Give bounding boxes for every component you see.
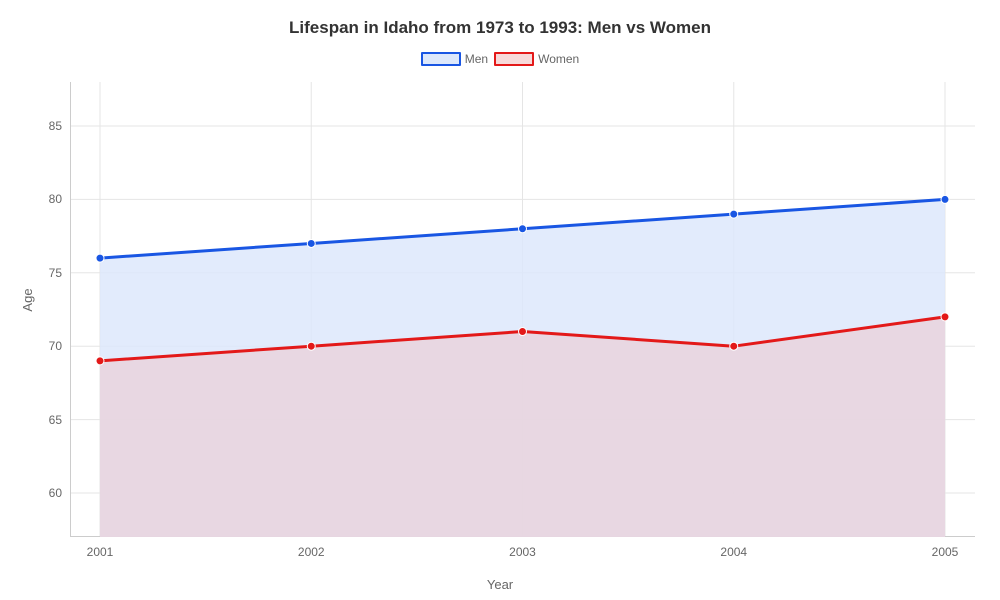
x-tick-label: 2003 [509, 545, 536, 559]
legend-swatch-women [494, 52, 534, 66]
legend: Men Women [0, 52, 1000, 66]
y-axis-label: Age [20, 288, 35, 311]
y-tick-label: 60 [26, 486, 62, 500]
legend-swatch-men [421, 52, 461, 66]
y-tick-label: 80 [26, 192, 62, 206]
chart-title: Lifespan in Idaho from 1973 to 1993: Men… [0, 18, 1000, 38]
x-tick-label: 2002 [298, 545, 325, 559]
x-tick-label: 2004 [720, 545, 747, 559]
legend-item-women: Women [494, 52, 579, 66]
legend-label-men: Men [465, 52, 488, 66]
chart-container: Lifespan in Idaho from 1973 to 1993: Men… [0, 0, 1000, 600]
legend-label-women: Women [538, 52, 579, 66]
y-tick-label: 65 [26, 413, 62, 427]
y-tick-label: 85 [26, 119, 62, 133]
plot-area [70, 82, 975, 537]
y-tick-label: 75 [26, 266, 62, 280]
y-tick-label: 70 [26, 339, 62, 353]
x-axis-label: Year [0, 577, 1000, 592]
legend-item-men: Men [421, 52, 488, 66]
x-tick-label: 2001 [87, 545, 114, 559]
x-tick-label: 2005 [932, 545, 959, 559]
